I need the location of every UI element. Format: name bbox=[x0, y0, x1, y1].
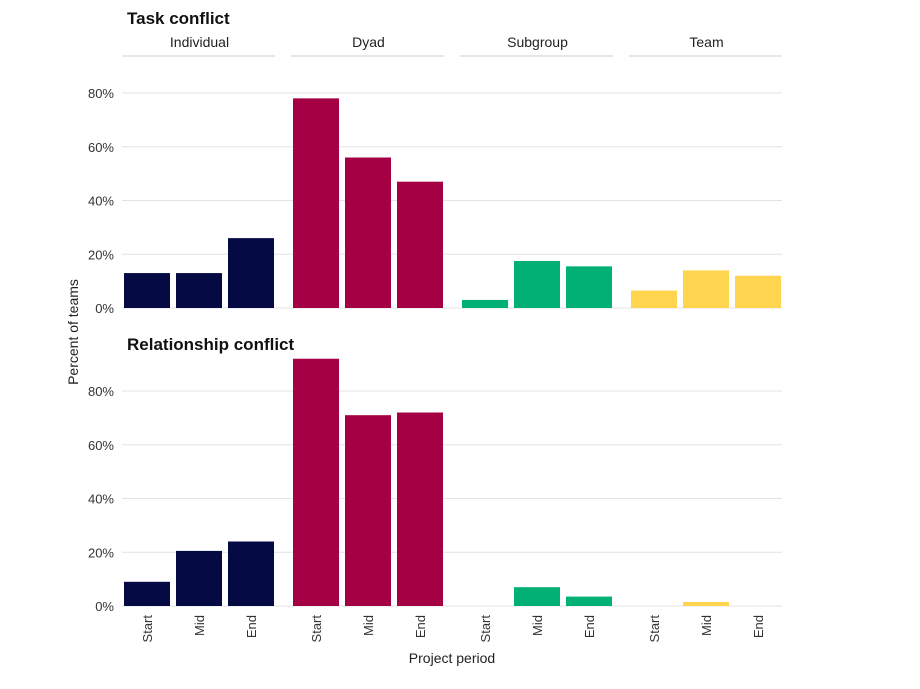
facet-headers: Individual Dyad Subgroup Team bbox=[122, 34, 782, 57]
bar-relationship-conflict-dyad-mid bbox=[345, 415, 391, 606]
bar-task-conflict-dyad-mid bbox=[345, 157, 391, 308]
y-tick-label: 0% bbox=[95, 599, 114, 614]
x-tick-label-mid: Mid bbox=[192, 615, 207, 636]
y-tick-label: 60% bbox=[88, 438, 114, 453]
x-tick-label-start: Start bbox=[309, 615, 324, 643]
x-tick-label-start: Start bbox=[647, 615, 662, 643]
x-tick-label-start: Start bbox=[478, 615, 493, 643]
facet-label-individual: Individual bbox=[170, 34, 229, 50]
bar-task-conflict-dyad-start bbox=[293, 98, 339, 308]
x-tick-label-mid: Mid bbox=[530, 615, 545, 636]
panel-title-relationship-conflict: Relationship conflict bbox=[127, 335, 295, 354]
bar-task-conflict-individual-start bbox=[124, 273, 170, 308]
x-tick-label-end: End bbox=[244, 615, 259, 638]
y-tick-label: 20% bbox=[88, 247, 114, 262]
bar-relationship-conflict-dyad-start bbox=[293, 358, 339, 606]
y-tick-label: 0% bbox=[95, 301, 114, 316]
bar-relationship-conflict-dyad-end bbox=[397, 412, 443, 606]
bar-relationship-conflict-subgroup-mid bbox=[514, 587, 560, 606]
y-axis-title: Percent of teams bbox=[65, 279, 81, 385]
y-tick-label: 40% bbox=[88, 194, 114, 209]
facet-label-subgroup: Subgroup bbox=[507, 34, 568, 50]
bar-task-conflict-subgroup-end bbox=[566, 266, 612, 308]
x-tick-label-end: End bbox=[751, 615, 766, 638]
bar-task-conflict-individual-mid bbox=[176, 273, 222, 308]
y-tick-label: 60% bbox=[88, 140, 114, 155]
bar-relationship-conflict-subgroup-end bbox=[566, 596, 612, 606]
bar-task-conflict-individual-end bbox=[228, 238, 274, 308]
bar-relationship-conflict-individual-end bbox=[228, 541, 274, 606]
facet-label-dyad: Dyad bbox=[352, 34, 385, 50]
x-tick-label-end: End bbox=[413, 615, 428, 638]
panels: Task conflict0%20%40%60%80%Relationship … bbox=[88, 9, 782, 614]
bar-relationship-conflict-individual-mid bbox=[176, 550, 222, 606]
y-tick-label: 20% bbox=[88, 545, 114, 560]
y-tick-label: 80% bbox=[88, 86, 114, 101]
x-tick-label-mid: Mid bbox=[361, 615, 376, 636]
facet-label-team: Team bbox=[689, 34, 723, 50]
y-tick-label: 40% bbox=[88, 492, 114, 507]
bar-task-conflict-subgroup-start bbox=[462, 299, 508, 308]
bar-task-conflict-dyad-end bbox=[397, 181, 443, 308]
x-axis-title: Project period bbox=[409, 650, 495, 666]
x-tick-label-mid: Mid bbox=[699, 615, 714, 636]
x-tick-label-end: End bbox=[582, 615, 597, 638]
bar-task-conflict-team-end bbox=[735, 275, 781, 308]
y-tick-label: 80% bbox=[88, 384, 114, 399]
bar-task-conflict-team-start bbox=[631, 290, 677, 308]
bar-relationship-conflict-individual-start bbox=[124, 581, 170, 606]
panel-relationship-conflict: Relationship conflict 0% 20% 40% 60% 80% bbox=[88, 335, 782, 614]
panel-title-task-conflict: Task conflict bbox=[127, 9, 230, 28]
x-tick-labels: Start Mid End Start Mid End Start Mid End Start Mi… bbox=[140, 615, 766, 643]
panel-task-conflict: Task conflict 0% 20% 40% 60% 80% bbox=[88, 9, 782, 316]
bar-relationship-conflict-team-mid bbox=[683, 601, 729, 606]
bar-task-conflict-team-mid bbox=[683, 270, 729, 308]
x-tick-label-start: Start bbox=[140, 615, 155, 643]
bar-task-conflict-subgroup-mid bbox=[514, 260, 560, 308]
